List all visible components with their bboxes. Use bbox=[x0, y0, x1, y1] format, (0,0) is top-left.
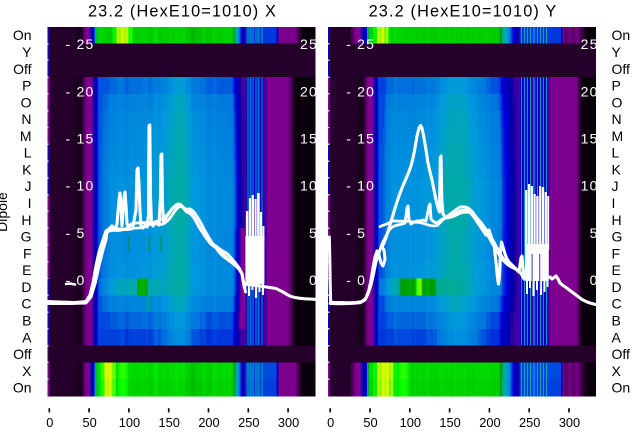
svg-text:300: 300 bbox=[559, 415, 580, 430]
svg-text:D: D bbox=[612, 279, 622, 295]
svg-text:K: K bbox=[612, 161, 622, 177]
svg-text:- 20: - 20 bbox=[66, 83, 95, 99]
svg-text:5: 5 bbox=[590, 225, 599, 241]
svg-text:- 10: - 10 bbox=[346, 178, 375, 194]
svg-text:0: 0 bbox=[309, 272, 318, 288]
svg-text:200: 200 bbox=[479, 415, 500, 430]
svg-text:E: E bbox=[22, 262, 31, 278]
svg-text:On: On bbox=[612, 380, 631, 396]
svg-text:- 5: - 5 bbox=[346, 225, 366, 241]
svg-text:Off: Off bbox=[13, 346, 32, 362]
svg-text:X: X bbox=[22, 363, 32, 379]
svg-text:25: 25 bbox=[581, 36, 599, 52]
svg-text:F: F bbox=[612, 245, 621, 261]
svg-text:On: On bbox=[13, 380, 32, 396]
svg-text:On: On bbox=[612, 27, 631, 43]
svg-text:C: C bbox=[21, 296, 31, 312]
svg-text:O: O bbox=[21, 94, 32, 110]
svg-text:100: 100 bbox=[400, 415, 421, 430]
svg-text:- 5: - 5 bbox=[66, 225, 86, 241]
svg-text:200: 200 bbox=[198, 415, 219, 430]
svg-text:10: 10 bbox=[581, 178, 599, 194]
svg-text:J: J bbox=[25, 178, 32, 194]
svg-text:N: N bbox=[612, 111, 622, 127]
svg-text:G: G bbox=[612, 229, 623, 245]
svg-text:25: 25 bbox=[300, 36, 318, 52]
svg-text:150: 150 bbox=[159, 415, 180, 430]
svg-text:15: 15 bbox=[581, 131, 599, 147]
svg-text:G: G bbox=[21, 229, 32, 245]
svg-text:250: 250 bbox=[238, 415, 259, 430]
svg-text:Y: Y bbox=[612, 44, 622, 60]
svg-text:- 0: - 0 bbox=[346, 272, 366, 288]
svg-text:On: On bbox=[13, 27, 32, 43]
svg-text:0: 0 bbox=[46, 415, 53, 430]
svg-text:50: 50 bbox=[82, 415, 96, 430]
svg-text:P: P bbox=[22, 78, 31, 94]
svg-text:J: J bbox=[612, 178, 619, 194]
svg-text:A: A bbox=[22, 329, 32, 345]
svg-text:5: 5 bbox=[309, 225, 318, 241]
svg-text:- 15: - 15 bbox=[346, 131, 375, 147]
svg-text:23.2 (HexE10=1010) X: 23.2 (HexE10=1010) X bbox=[88, 3, 277, 21]
svg-text:H: H bbox=[21, 212, 31, 228]
svg-text:M: M bbox=[20, 128, 32, 144]
svg-text:20: 20 bbox=[581, 83, 599, 99]
svg-text:- 0: - 0 bbox=[66, 272, 86, 288]
svg-text:B: B bbox=[612, 313, 621, 329]
svg-text:- 25: - 25 bbox=[66, 36, 95, 52]
svg-text:A: A bbox=[612, 329, 622, 345]
svg-text:150: 150 bbox=[439, 415, 460, 430]
svg-text:O: O bbox=[612, 94, 623, 110]
svg-text:E: E bbox=[612, 262, 621, 278]
svg-text:L: L bbox=[24, 145, 32, 161]
svg-text:100: 100 bbox=[119, 415, 140, 430]
svg-text:Off: Off bbox=[612, 346, 631, 362]
svg-text:- 20: - 20 bbox=[346, 83, 375, 99]
svg-text:Y: Y bbox=[22, 44, 32, 60]
svg-text:Off: Off bbox=[13, 61, 32, 77]
svg-text:I: I bbox=[612, 195, 616, 211]
svg-text:L: L bbox=[612, 145, 620, 161]
svg-text:C: C bbox=[612, 296, 622, 312]
svg-text:23.2 (HexE10=1010) Y: 23.2 (HexE10=1010) Y bbox=[369, 3, 558, 21]
svg-text:300: 300 bbox=[278, 415, 299, 430]
svg-text:15: 15 bbox=[300, 131, 318, 147]
svg-text:B: B bbox=[22, 313, 31, 329]
svg-text:F: F bbox=[23, 245, 32, 261]
svg-text:- 15: - 15 bbox=[66, 131, 95, 147]
svg-text:- 10: - 10 bbox=[66, 178, 95, 194]
svg-text:Off: Off bbox=[612, 61, 631, 77]
svg-text:I: I bbox=[28, 195, 32, 211]
svg-text:K: K bbox=[22, 161, 32, 177]
svg-text:X: X bbox=[612, 363, 622, 379]
svg-text:H: H bbox=[612, 212, 622, 228]
svg-text:0: 0 bbox=[327, 415, 334, 430]
svg-text:250: 250 bbox=[519, 415, 540, 430]
svg-text:- 25: - 25 bbox=[346, 36, 375, 52]
svg-text:N: N bbox=[21, 111, 31, 127]
svg-text:50: 50 bbox=[363, 415, 377, 430]
svg-text:20: 20 bbox=[300, 83, 318, 99]
svg-text:P: P bbox=[612, 78, 621, 94]
svg-text:Dipole: Dipole bbox=[0, 192, 10, 232]
svg-text:M: M bbox=[612, 128, 624, 144]
svg-text:10: 10 bbox=[300, 178, 318, 194]
svg-text:D: D bbox=[21, 279, 31, 295]
svg-text:0: 0 bbox=[590, 272, 599, 288]
